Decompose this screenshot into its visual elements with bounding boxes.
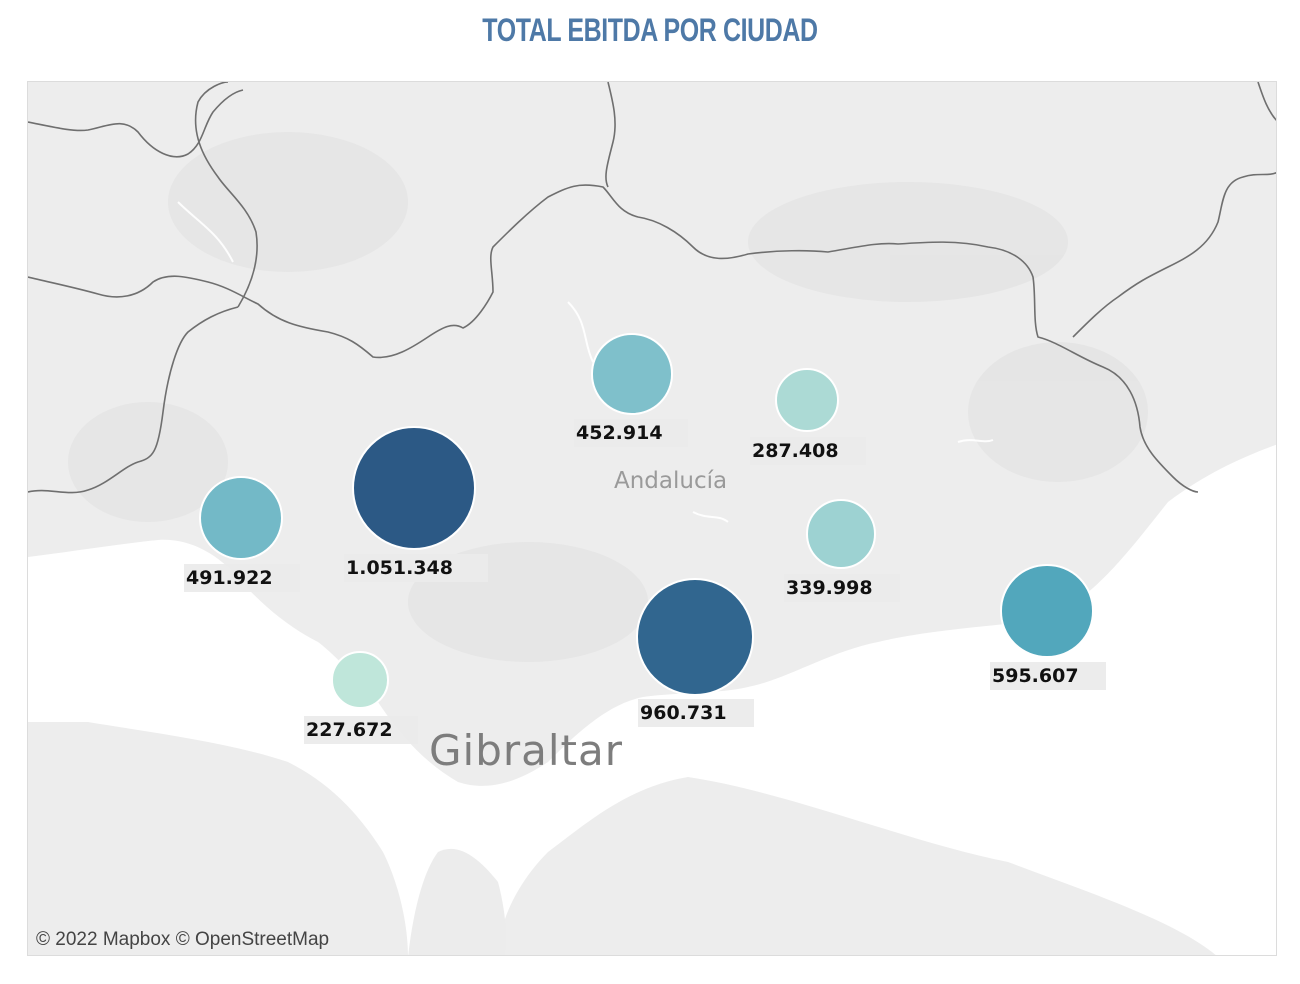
terrain-shading bbox=[68, 132, 1148, 662]
page-title: TOTAL EBITDA POR CIUDAD bbox=[482, 12, 818, 48]
city-bubble[interactable] bbox=[331, 651, 389, 709]
city-bubble[interactable] bbox=[805, 498, 877, 570]
city-value-label: 227.672 bbox=[304, 716, 418, 744]
map-attribution[interactable]: © 2022 Mapbox © OpenStreetMap bbox=[36, 929, 330, 950]
city-value-label: 339.998 bbox=[784, 574, 900, 602]
city-bubble[interactable] bbox=[591, 333, 673, 415]
water-bodies bbox=[177, 201, 994, 523]
city-value-label: 1.051.348 bbox=[344, 554, 488, 582]
region-label-andalucia: Andalucía bbox=[614, 468, 728, 494]
city-value-label: 960.731 bbox=[638, 699, 754, 727]
africa-coast bbox=[408, 848, 506, 955]
city-bubble[interactable] bbox=[635, 577, 755, 697]
city-value-label: 452.914 bbox=[574, 419, 688, 447]
city-bubble[interactable] bbox=[352, 426, 476, 550]
city-bubble[interactable] bbox=[198, 475, 284, 561]
city-bubble[interactable] bbox=[774, 367, 840, 433]
city-bubble[interactable] bbox=[1000, 564, 1094, 658]
city-value-label: 491.922 bbox=[184, 564, 300, 592]
place-label-gibraltar: Gibraltar bbox=[429, 726, 624, 775]
city-value-label: 595.607 bbox=[990, 662, 1106, 690]
city-value-label: 287.408 bbox=[750, 437, 866, 465]
region-borders bbox=[28, 82, 1276, 494]
map-view[interactable]: Andalucía Gibraltar 452.914 287.408 491.92… bbox=[27, 81, 1277, 956]
